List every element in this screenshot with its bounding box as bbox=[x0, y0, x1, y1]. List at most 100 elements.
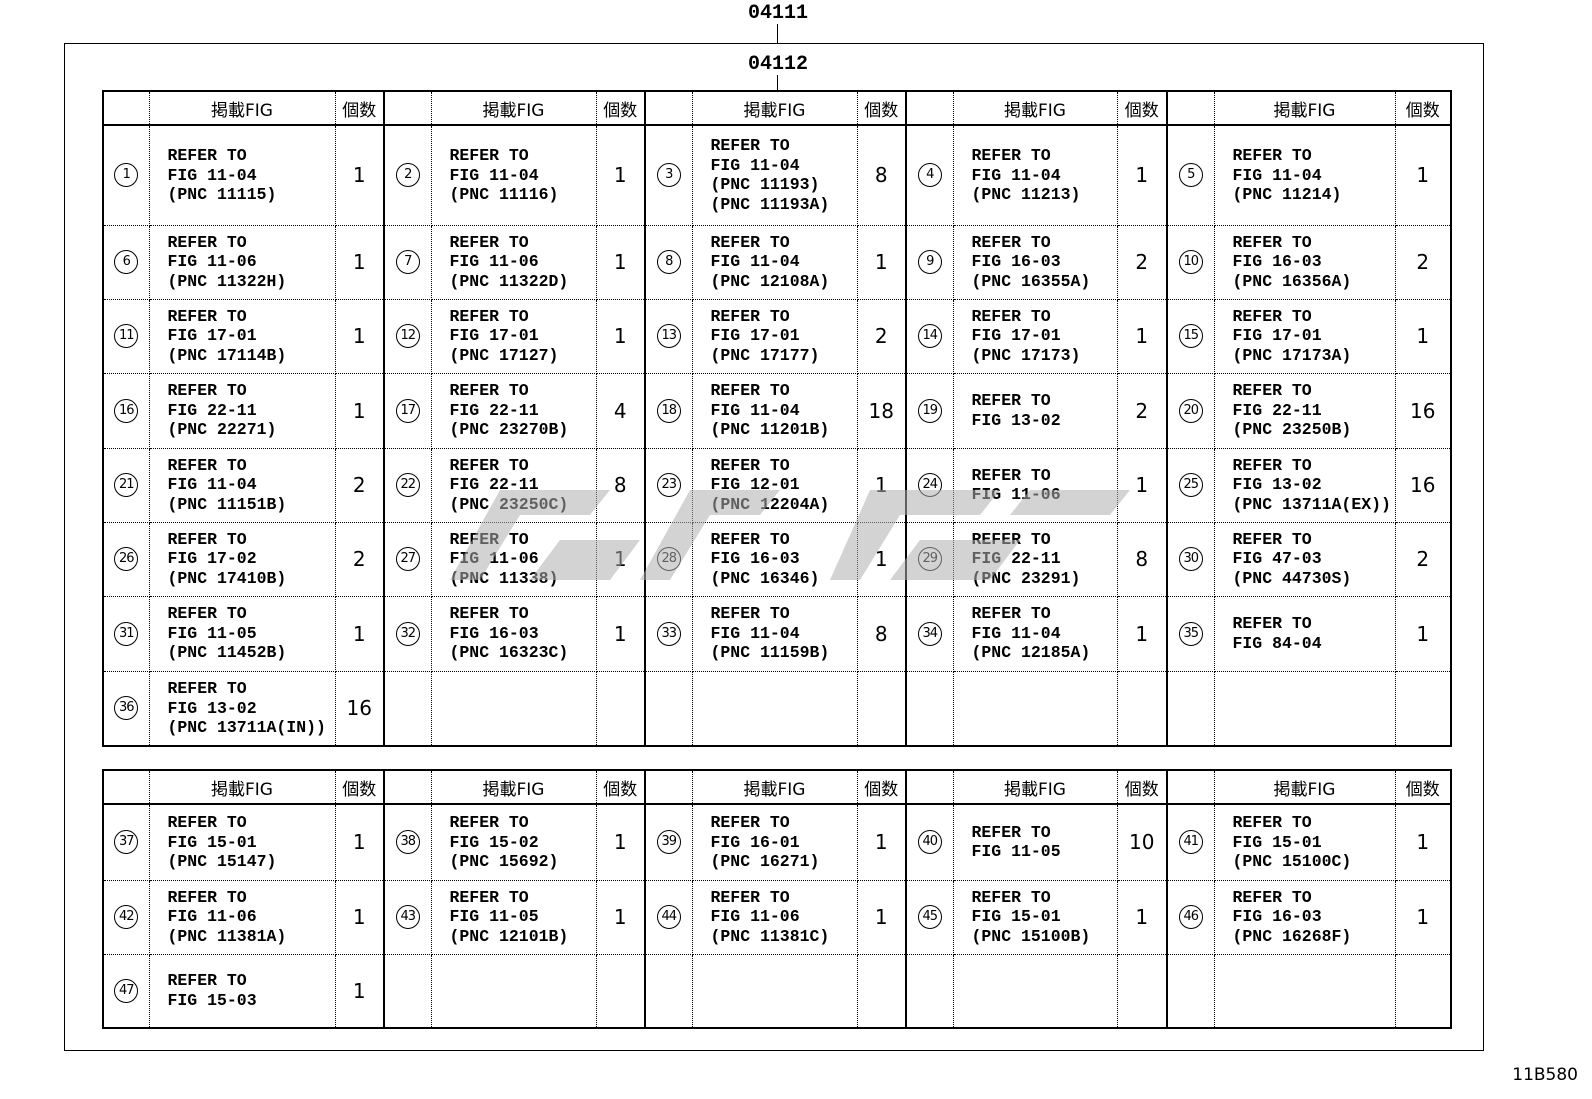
fig-reference[interactable]: REFER TO FIG 11-06 (PNC 11381C) bbox=[691, 879, 858, 955]
quantity: 1 bbox=[1394, 879, 1452, 955]
header-fig: 掲載FIG bbox=[952, 769, 1118, 805]
fig-reference[interactable]: REFER TO FIG 22-11 (PNC 23250B) bbox=[1213, 372, 1396, 449]
fig-reference[interactable]: REFER TO FIG 12-01 (PNC 12204A) bbox=[691, 447, 858, 523]
fig-reference[interactable]: REFER TO FIG 11-04 (PNC 12185A) bbox=[952, 595, 1118, 672]
fig-line: REFER TO bbox=[971, 604, 1051, 624]
fig-reference[interactable]: REFER TO FIG 17-01 (PNC 17173) bbox=[952, 298, 1118, 374]
fig-line: FIG 15-01 bbox=[1232, 832, 1322, 852]
circled-number-icon: 40 bbox=[917, 830, 942, 855]
fig-reference[interactable]: REFER TO FIG 16-03 (PNC 16355A) bbox=[952, 224, 1118, 300]
item-number: 39 bbox=[644, 803, 693, 881]
fig-reference[interactable]: REFER TO FIG 17-02 (PNC 17410B) bbox=[148, 521, 336, 597]
fig-reference[interactable]: REFER TO FIG 15-01 (PNC 15147) bbox=[148, 803, 336, 881]
quantity: 1 bbox=[1116, 124, 1168, 226]
fig-reference[interactable] bbox=[1213, 953, 1396, 1029]
item-number: 2 bbox=[383, 124, 432, 226]
fig-reference[interactable]: REFER TO FIG 17-01 (PNC 17177) bbox=[691, 298, 858, 374]
fig-reference[interactable]: REFER TO FIG 15-02 (PNC 15692) bbox=[430, 803, 597, 881]
item-number: 26 bbox=[102, 521, 150, 597]
fig-reference[interactable]: REFER TO FIG 11-05 (PNC 12101B) bbox=[430, 879, 597, 955]
fig-line: (PNC 11214) bbox=[1232, 185, 1342, 204]
quantity: 1 bbox=[334, 595, 385, 672]
fig-line: REFER TO bbox=[971, 391, 1051, 410]
fig-reference[interactable]: REFER TO FIG 22-11 (PNC 22271) bbox=[148, 372, 336, 449]
fig-reference[interactable]: REFER TO FIG 11-04 (PNC 11115) bbox=[148, 124, 336, 226]
header-row: 掲載FIG 個数 掲載FIG 個数 掲載FIG 個数 掲載FIG 個数 掲載FIG 個数 bbox=[102, 90, 1452, 126]
fig-line: REFER TO bbox=[971, 887, 1051, 907]
fig-line: FIG 13-02 bbox=[167, 698, 257, 718]
fig-reference[interactable]: REFER TO FIG 22-11 (PNC 23291) bbox=[952, 521, 1118, 597]
quantity: 2 bbox=[1394, 521, 1452, 597]
fig-reference[interactable]: REFER TO FIG 17-01 (PNC 17114B) bbox=[148, 298, 336, 374]
fig-reference[interactable] bbox=[430, 953, 597, 1029]
quantity: 16 bbox=[1394, 372, 1452, 449]
fig-reference[interactable]: REFER TO FIG 15-01 (PNC 15100C) bbox=[1213, 803, 1396, 881]
fig-reference[interactable]: REFER TO FIG 11-05 bbox=[952, 803, 1118, 881]
fig-line: REFER TO bbox=[710, 136, 790, 156]
fig-reference[interactable]: REFER TO FIG 11-04 (PNC 11193) (PNC 11193A) bbox=[691, 124, 858, 226]
item-number: 36 bbox=[102, 670, 150, 747]
fig-reference[interactable]: REFER TO FIG 15-03 bbox=[148, 953, 336, 1029]
circled-number-icon: 15 bbox=[1178, 324, 1203, 348]
fig-reference[interactable]: REFER TO FIG 17-01 (PNC 17173A) bbox=[1213, 298, 1396, 374]
fig-reference[interactable]: REFER TO FIG 22-11 (PNC 23270B) bbox=[430, 372, 597, 449]
fig-line: FIG 13-02 bbox=[1232, 475, 1322, 495]
fig-reference[interactable]: REFER TO FIG 11-06 (PNC 11322H) bbox=[148, 224, 336, 300]
fig-line: FIG 11-04 bbox=[710, 623, 800, 643]
fig-reference[interactable]: REFER TO FIG 16-03 (PNC 16268F) bbox=[1213, 879, 1396, 955]
fig-reference[interactable]: REFER TO FIG 11-06 (PNC 11322D) bbox=[430, 224, 597, 300]
circled-number-icon: 39 bbox=[656, 830, 681, 855]
fig-line: REFER TO bbox=[167, 887, 247, 907]
fig-reference[interactable] bbox=[952, 953, 1118, 1029]
fig-reference[interactable]: REFER TO FIG 11-06 (PNC 11381A) bbox=[148, 879, 336, 955]
fig-reference[interactable] bbox=[691, 670, 858, 747]
header-qty: 個数 bbox=[1394, 90, 1452, 126]
fig-reference[interactable]: REFER TO FIG 15-01 (PNC 15100B) bbox=[952, 879, 1118, 955]
fig-reference[interactable] bbox=[691, 953, 858, 1029]
fig-reference[interactable]: REFER TO FIG 11-06 bbox=[952, 447, 1118, 523]
fig-reference[interactable]: REFER TO FIG 11-04 (PNC 11151B) bbox=[148, 447, 336, 523]
fig-line: (PNC 17114B) bbox=[167, 345, 287, 365]
fig-reference[interactable]: REFER TO FIG 47-03 (PNC 44730S) bbox=[1213, 521, 1396, 597]
fig-reference[interactable]: REFER TO FIG 11-04 (PNC 12108A) bbox=[691, 224, 858, 300]
fig-reference[interactable]: REFER TO FIG 22-11 (PNC 23250C) bbox=[430, 447, 597, 523]
fig-reference[interactable]: REFER TO FIG 11-04 (PNC 11214) bbox=[1213, 124, 1396, 226]
fig-reference[interactable]: REFER TO FIG 11-04 (PNC 11159B) bbox=[691, 595, 858, 672]
fig-line: FIG 16-01 bbox=[710, 832, 800, 852]
fig-line: (PNC 11115) bbox=[167, 185, 277, 204]
fig-reference[interactable]: REFER TO FIG 11-06 (PNC 11338) bbox=[430, 521, 597, 597]
fig-reference[interactable] bbox=[952, 670, 1118, 747]
fig-line: FIG 11-05 bbox=[449, 907, 539, 927]
fig-reference[interactable]: REFER TO FIG 16-03 (PNC 16356A) bbox=[1213, 224, 1396, 300]
parts-table-1: 掲載FIG 個数 掲載FIG 個数 掲載FIG 個数 掲載FIG 個数 掲載FIG 個数 1 REFE… bbox=[102, 90, 1452, 747]
fig-reference[interactable]: REFER TO FIG 16-01 (PNC 16271) bbox=[691, 803, 858, 881]
quantity: 8 bbox=[595, 447, 646, 523]
fig-reference[interactable]: REFER TO FIG 11-04 (PNC 11213) bbox=[952, 124, 1118, 226]
fig-reference[interactable]: REFER TO FIG 16-03 (PNC 16323C) bbox=[430, 595, 597, 672]
fig-line: REFER TO bbox=[449, 381, 529, 401]
fig-reference[interactable] bbox=[430, 670, 597, 747]
fig-line: (PNC 12101B) bbox=[449, 926, 569, 946]
fig-reference[interactable]: REFER TO FIG 11-04 (PNC 11116) bbox=[430, 124, 597, 226]
fig-reference[interactable]: REFER TO FIG 11-04 (PNC 11201B) bbox=[691, 372, 858, 449]
fig-reference[interactable]: REFER TO FIG 16-03 (PNC 16346) bbox=[691, 521, 858, 597]
fig-line: REFER TO bbox=[449, 604, 529, 624]
fig-line: REFER TO bbox=[167, 679, 247, 698]
fig-reference[interactable]: REFER TO FIG 13-02 bbox=[952, 372, 1118, 449]
fig-reference[interactable]: REFER TO FIG 84-04 bbox=[1213, 595, 1396, 672]
fig-reference[interactable]: REFER TO FIG 13-02 (PNC 13711A(IN)) bbox=[148, 670, 336, 747]
drawing-code: 11B580 bbox=[1512, 1065, 1578, 1085]
fig-line: (PNC 11322D) bbox=[449, 271, 569, 291]
fig-reference[interactable]: REFER TO FIG 13-02 (PNC 13711A(EX)) bbox=[1213, 447, 1396, 523]
circled-number-icon: 43 bbox=[395, 905, 420, 929]
fig-line: REFER TO bbox=[1232, 614, 1312, 633]
assembly-label-outer: 04111 bbox=[748, 2, 809, 25]
fig-line: (PNC 11159B) bbox=[710, 643, 830, 663]
fig-line: REFER TO bbox=[710, 887, 790, 907]
fig-reference[interactable]: REFER TO FIG 11-05 (PNC 11452B) bbox=[148, 595, 336, 672]
fig-reference[interactable] bbox=[1213, 670, 1396, 747]
fig-reference[interactable]: REFER TO FIG 17-01 (PNC 17127) bbox=[430, 298, 597, 374]
fig-line: (PNC 16271) bbox=[710, 852, 820, 871]
item-number: 14 bbox=[905, 298, 954, 374]
header-fig: 掲載FIG bbox=[430, 90, 597, 126]
